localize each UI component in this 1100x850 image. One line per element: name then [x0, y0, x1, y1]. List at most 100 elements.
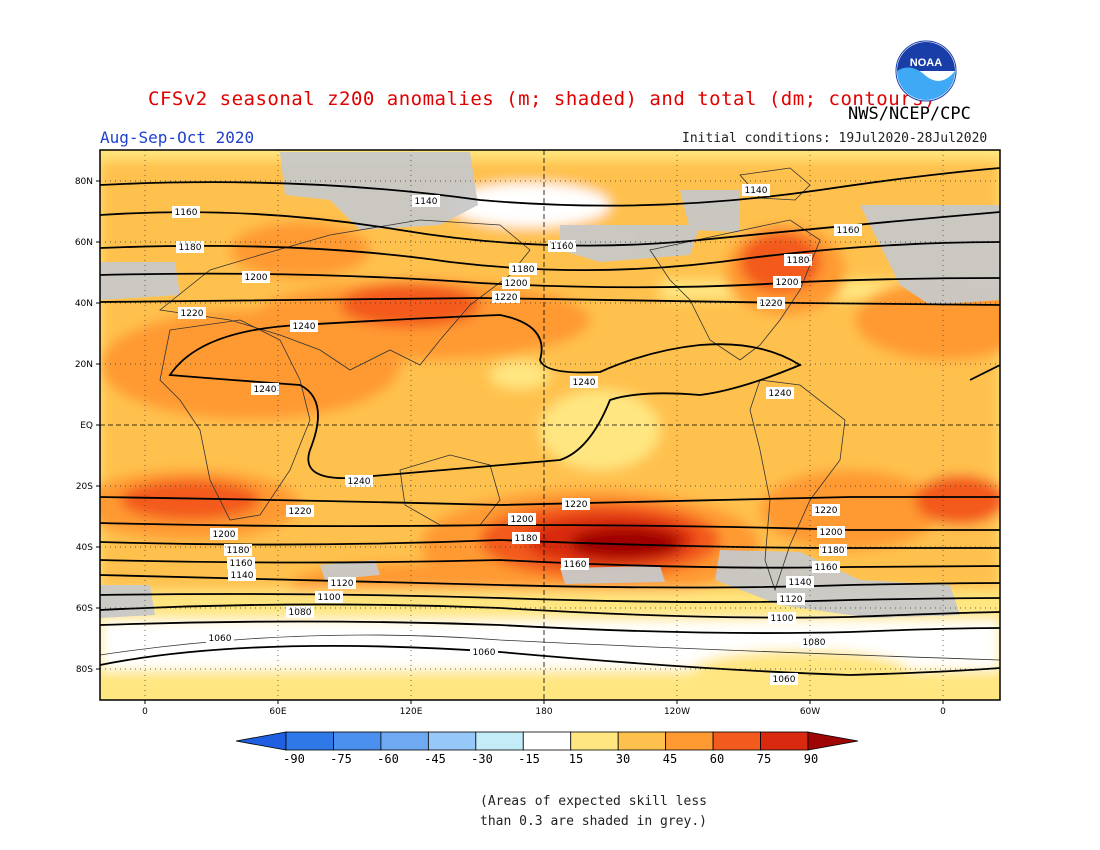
colorbar-label: -30 — [471, 752, 493, 766]
svg-text:1160: 1160 — [815, 563, 838, 573]
coastline-africa — [159, 319, 311, 521]
skill-grey-arctic-pacific — [560, 225, 700, 262]
contour-label: 1180 — [784, 254, 812, 266]
svg-text:1200: 1200 — [505, 279, 528, 289]
colorbar-cell — [333, 731, 382, 751]
contour-line-1240 — [168, 314, 802, 479]
svg-text:1240: 1240 — [348, 477, 371, 487]
contour-label: 1180 — [819, 544, 847, 556]
colorbar-cell — [285, 731, 334, 751]
contour-label: 1180 — [224, 544, 252, 556]
colorbar-arrow-right — [807, 731, 859, 751]
colorbar-label: -45 — [424, 752, 446, 766]
contour-line-1180-south — [100, 539, 1000, 549]
svg-text:1140: 1140 — [415, 197, 438, 207]
lon-label: 60W — [800, 707, 820, 717]
svg-text:1200: 1200 — [776, 278, 799, 288]
svg-text:1160: 1160 — [837, 226, 860, 236]
svg-text:1240: 1240 — [254, 385, 277, 395]
contour-line-1160-south — [100, 559, 1000, 569]
contour-label: 1160 — [561, 558, 589, 570]
anomaly-antarctic-pocket — [690, 650, 910, 694]
svg-text:1060: 1060 — [473, 648, 496, 658]
colorbar-cell — [427, 731, 477, 751]
contour-line-1140 — [100, 167, 1000, 207]
contour-label: 1200 — [502, 277, 530, 289]
contour-label: 1120 — [328, 577, 356, 589]
svg-text:1060: 1060 — [773, 675, 796, 685]
contour-line-1240-east — [969, 364, 1000, 381]
coastline-australia — [399, 454, 501, 526]
colorbar-arrow-left — [236, 731, 287, 751]
svg-text:1180: 1180 — [512, 265, 535, 275]
colorbar-label: 60 — [709, 752, 725, 766]
contour-label: 1160 — [227, 557, 255, 569]
contour-label: 1060 — [470, 646, 498, 658]
contour-label: 1140 — [786, 576, 814, 588]
contour-label: 1100 — [768, 612, 796, 624]
lat-label: 20S — [76, 482, 93, 492]
footnote: (Areas of expected skill less than 0.3 a… — [480, 792, 707, 832]
colorbar-cell — [522, 731, 572, 751]
contour-label: 1200 — [508, 513, 536, 525]
svg-text:1200: 1200 — [511, 515, 534, 525]
contour-label: 1220 — [286, 505, 314, 517]
colorbar-label: 90 — [803, 752, 819, 766]
anomaly-arctic-neutral — [450, 183, 610, 227]
colorbar-cell — [475, 731, 524, 751]
season-label: Aug-Sep-Oct 2020 — [100, 128, 255, 147]
contour-line-1220-north — [100, 297, 1000, 306]
svg-text:1140: 1140 — [231, 571, 254, 581]
lon-label: 0 — [940, 707, 946, 717]
lat-label: 40N — [75, 299, 93, 309]
svg-text:1200: 1200 — [245, 273, 268, 283]
svg-text:1160: 1160 — [564, 560, 587, 570]
svg-text:1160: 1160 — [551, 242, 574, 252]
lat-label: 40S — [76, 543, 93, 553]
colorbar-cell — [760, 731, 809, 751]
contour-label: 1100 — [315, 591, 343, 603]
anomaly-tropical-pacific-low — [540, 390, 660, 470]
skill-grey-alaska — [680, 190, 740, 232]
colorbar-cells — [285, 731, 809, 751]
lat-label: 20N — [75, 360, 93, 370]
contour-label: 1180 — [509, 263, 537, 275]
colorbar-label: -75 — [330, 752, 352, 766]
svg-text:1220: 1220 — [760, 299, 783, 309]
svg-text:1180: 1180 — [515, 534, 538, 544]
svg-text:1180: 1180 — [179, 243, 202, 253]
lon-label: 0 — [142, 707, 148, 717]
contour-label: 1080 — [286, 606, 314, 618]
svg-text:1140: 1140 — [789, 578, 812, 588]
contour-label: 1240 — [345, 475, 373, 487]
svg-text:1220: 1220 — [495, 293, 518, 303]
colorbar-label: 45 — [662, 752, 678, 766]
chart-title: CFSv2 seasonal z200 anomalies (m; shaded… — [148, 88, 936, 110]
contour-label: 1200 — [242, 271, 270, 283]
svg-text:1160: 1160 — [230, 559, 253, 569]
coastline-eurasia — [159, 219, 531, 371]
svg-text:1240: 1240 — [293, 322, 316, 332]
contour-label: 1220 — [812, 504, 840, 516]
contour-label: 1200 — [210, 528, 238, 540]
svg-text:1120: 1120 — [780, 595, 803, 605]
contour-label: 1160 — [812, 561, 840, 573]
contour-label: 1160 — [172, 206, 200, 218]
anomaly-europe — [230, 222, 370, 278]
footnote-line-1: (Areas of expected skill less — [480, 794, 707, 809]
noaa-logo: NOAA — [895, 40, 957, 102]
svg-text:1080: 1080 — [803, 638, 826, 648]
svg-text:1220: 1220 — [181, 309, 204, 319]
anomaly-pacific-max — [570, 527, 680, 559]
reference-lines — [100, 150, 1000, 700]
contour-label: 1140 — [412, 195, 440, 207]
svg-text:1060: 1060 — [209, 634, 232, 644]
colorbar-label: 75 — [756, 752, 772, 766]
anomaly-asia-core — [340, 283, 480, 327]
svg-text:1180: 1180 — [822, 546, 845, 556]
contour-label: 1200 — [773, 276, 801, 288]
anomaly-pocket — [490, 361, 550, 389]
contour-label: 1160 — [834, 224, 862, 236]
lat-label: EQ — [80, 421, 93, 431]
colorbar-cell — [712, 731, 761, 751]
